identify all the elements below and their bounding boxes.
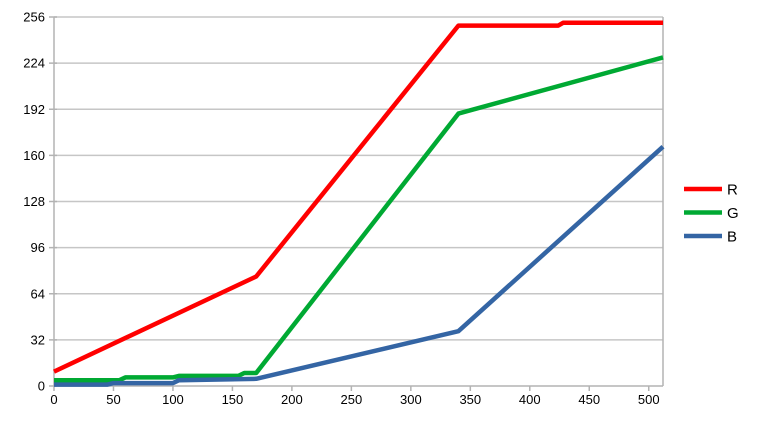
y-axis-label: 256 <box>23 10 45 25</box>
y-axis-label: 192 <box>23 102 45 117</box>
x-axis-label: 150 <box>222 392 244 407</box>
y-axis-label: 96 <box>31 240 45 255</box>
series-line-B <box>54 145 665 387</box>
x-axis-label: 50 <box>106 392 120 407</box>
x-axis-label: 300 <box>400 392 422 407</box>
legend-label-R: R <box>727 181 738 198</box>
x-axis-label: 450 <box>578 392 600 407</box>
y-axis-label: 224 <box>23 56 45 71</box>
y-axis-label: 64 <box>31 286 45 301</box>
y-axis-label: 32 <box>31 332 45 347</box>
x-axis-label: 0 <box>50 392 57 407</box>
series-line-G <box>54 55 664 383</box>
x-axis-label: 350 <box>459 392 481 407</box>
y-axis-label: 160 <box>23 148 45 163</box>
x-axis-label: 500 <box>638 392 660 407</box>
series-line-R <box>53 20 663 374</box>
y-axis-label: 0 <box>38 379 45 394</box>
x-axis-label: 400 <box>519 392 541 407</box>
legend-label-G: G <box>727 205 739 222</box>
y-axis-label: 128 <box>23 194 45 209</box>
x-axis-label: 250 <box>341 392 363 407</box>
x-axis-label: 100 <box>162 392 184 407</box>
x-axis-label: 200 <box>281 392 303 407</box>
legend-label-B: B <box>727 228 737 245</box>
